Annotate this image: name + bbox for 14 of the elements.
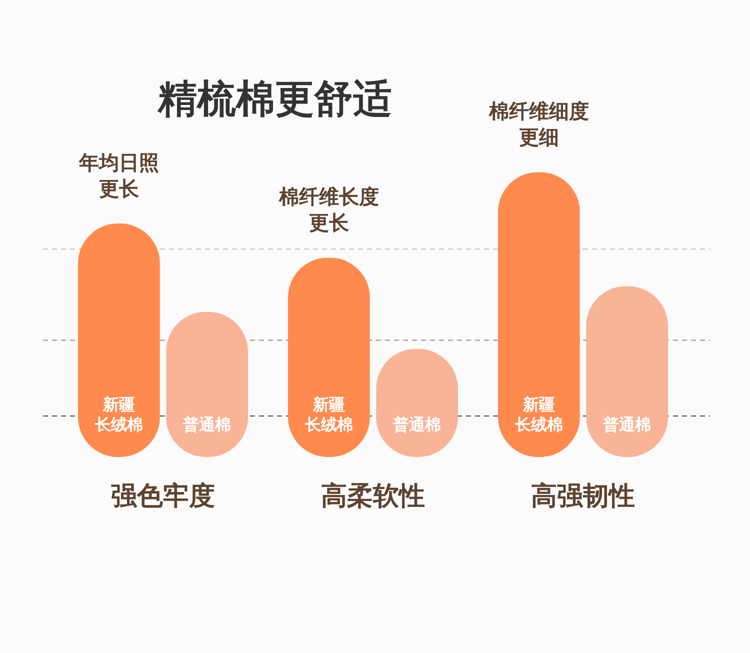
text: 普通棉 <box>183 415 232 434</box>
x-tick-label: 高柔软性 <box>321 482 425 512</box>
x-tick-label: 高强韧性 <box>531 482 635 512</box>
annotation: 年均日照更长 <box>78 150 159 200</box>
bar <box>498 172 580 457</box>
annotation: 棉纤维细度更细 <box>488 99 589 150</box>
x-tick-label: 强色牢度 <box>111 482 215 512</box>
annotation: 棉纤维长度更长 <box>278 184 379 235</box>
series-label: 普通棉 <box>602 415 652 434</box>
text: 新疆长绒棉 <box>304 395 353 434</box>
series-label: 新疆长绒棉 <box>514 395 563 434</box>
text: 新疆长绒棉 <box>94 395 143 434</box>
chart-title: 精梳棉更舒适 <box>157 77 392 122</box>
text: 普通棉 <box>393 415 442 434</box>
